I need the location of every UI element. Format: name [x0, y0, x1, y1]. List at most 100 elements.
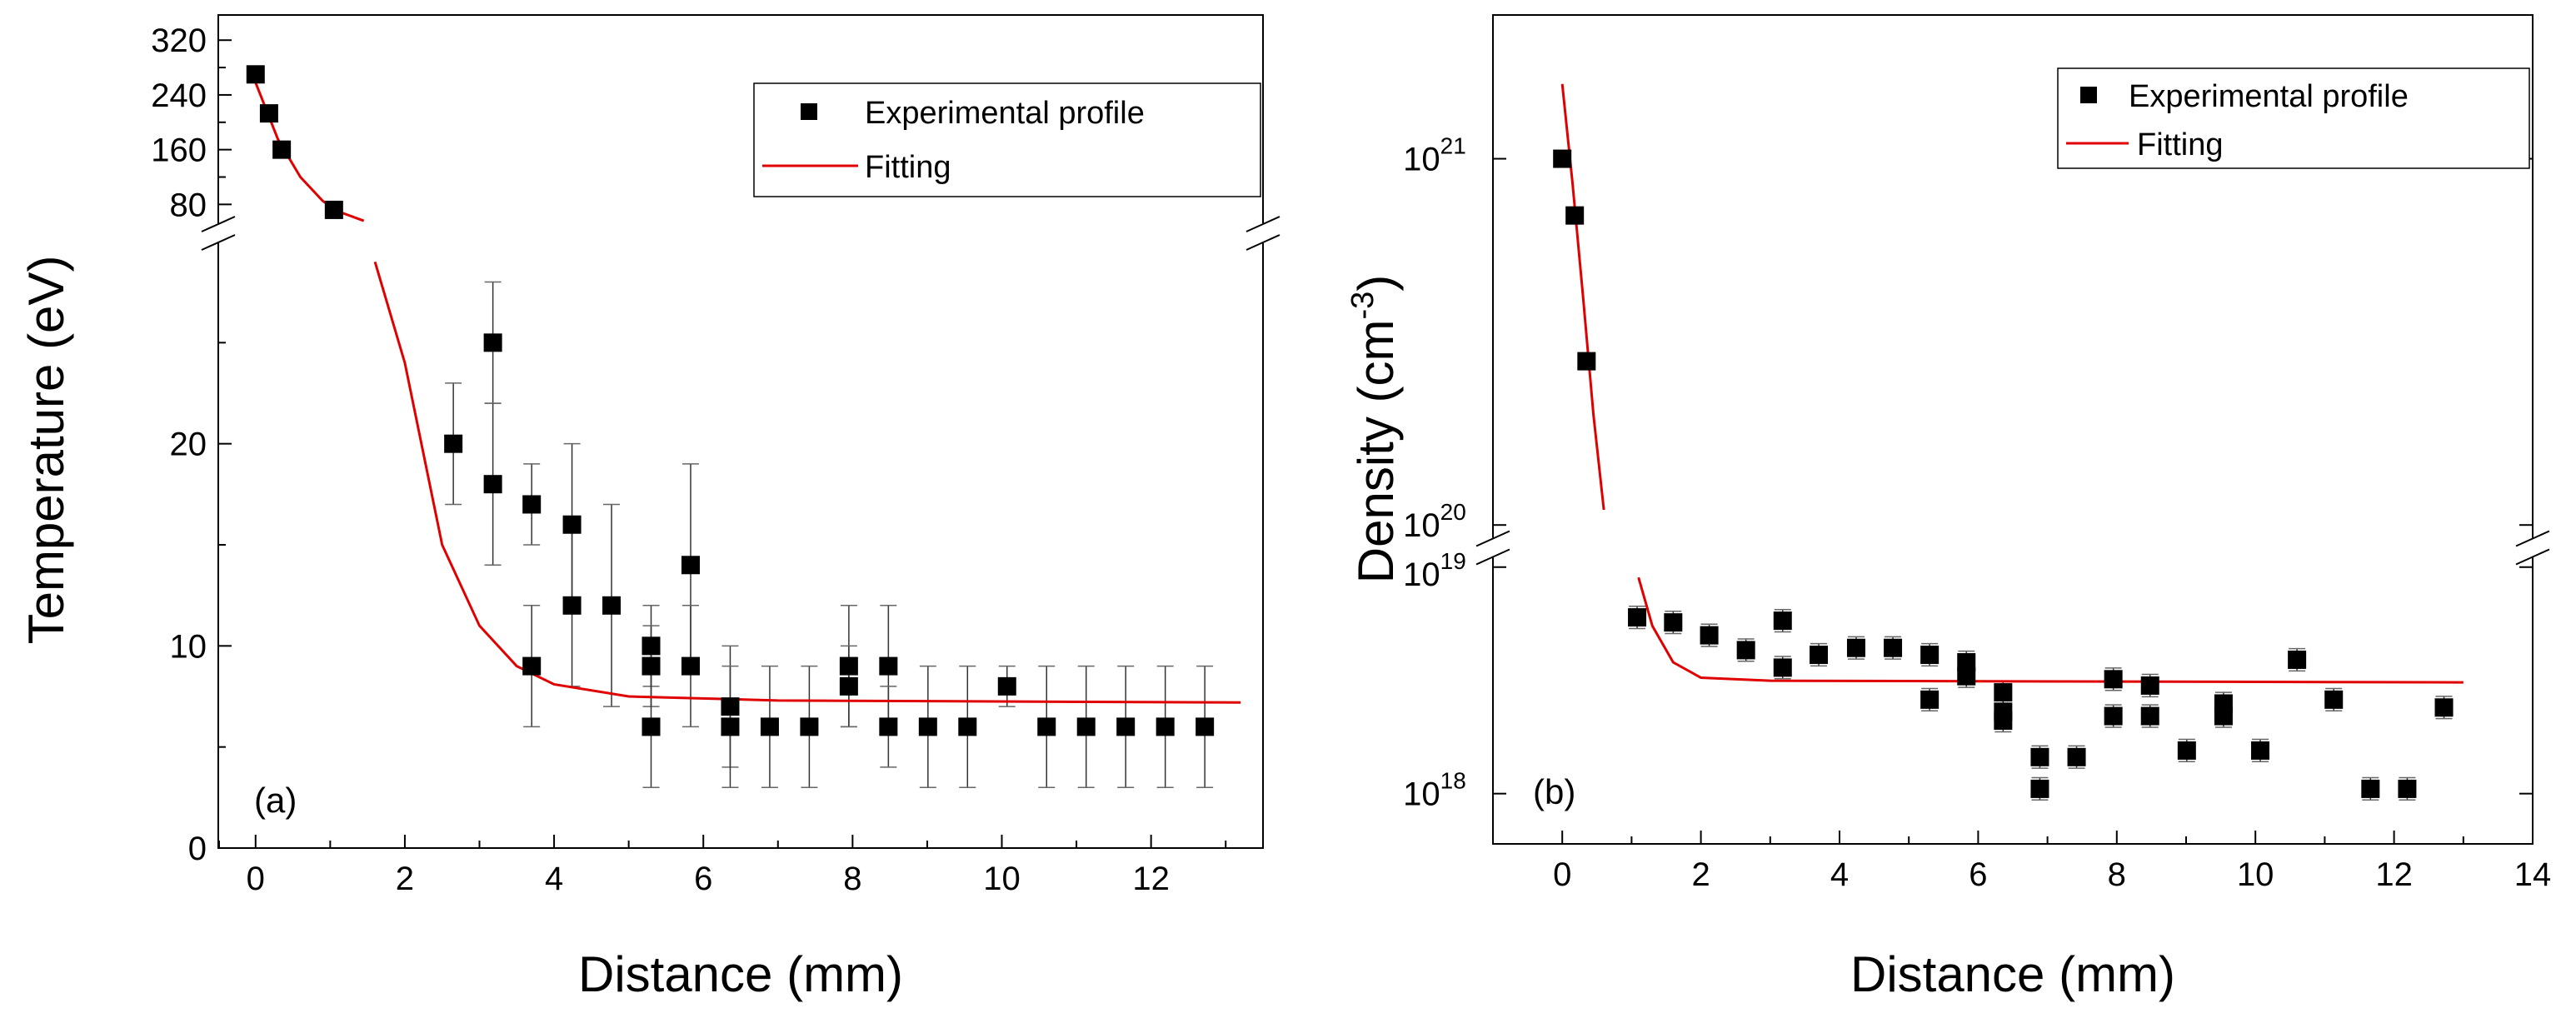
axis-break-mark-a [201, 234, 236, 251]
data-point-b [2140, 676, 2159, 695]
axis-break-gap-b [2516, 537, 2549, 558]
x-tick-label-b: 6 [1969, 856, 1987, 893]
data-point-a [918, 717, 937, 736]
data-point-a [483, 333, 502, 352]
tick-labels-a: 0 2 4 6 8 10 12 80 160 240 320 0 10 20 [151, 22, 1170, 897]
data-point-a [642, 717, 661, 736]
data-point-a [839, 676, 858, 696]
axis-break-gap-a [202, 223, 235, 243]
x-tick-label-a: 0 [247, 861, 265, 897]
fitting-curve-b [1560, 83, 2464, 684]
axis-break-gap-b [1476, 537, 1510, 558]
data-point-b [1577, 352, 1596, 371]
plot-frame-b [1492, 14, 2534, 845]
y-tick-label-b-exp: 21 [1440, 133, 1466, 159]
data-point-a [839, 656, 858, 676]
data-point-a [681, 556, 700, 575]
x-tick-label-a: 10 [983, 861, 1021, 897]
data-point-b [2361, 779, 2380, 798]
data-point-a [562, 596, 582, 615]
y-tick-label-a: 160 [151, 132, 207, 169]
data-point-a [997, 676, 1016, 696]
data-point-b [1553, 149, 1572, 168]
data-point-a [444, 434, 463, 453]
y-axis-title-b-close: ) [1348, 275, 1404, 292]
y-tick-label-b: 1018 [1403, 768, 1466, 813]
y-tick-label-a: 240 [151, 77, 207, 114]
y-tick-label-b-base: 10 [1403, 776, 1440, 813]
legend-label-fitting-a: Fitting [865, 150, 951, 185]
x-tick-label-b: 8 [2108, 856, 2126, 893]
data-point-b [2251, 741, 2270, 760]
y-tick-label-a: 0 [188, 831, 207, 867]
data-point-b [1700, 626, 1719, 645]
data-point-a [721, 717, 740, 736]
legend-label-fitting-b: Fitting [2137, 127, 2223, 162]
data-point-a [879, 656, 898, 676]
data-point-b [2104, 706, 2123, 726]
data-point-a [642, 636, 661, 656]
y-tick-label-a: 20 [170, 427, 207, 463]
panel-label-b: (b) [1533, 772, 1575, 811]
data-point-a [1037, 717, 1056, 736]
legend-label-experimental-a: Experimental profile [865, 96, 1145, 131]
data-point-b [1628, 608, 1647, 627]
x-tick-label-a: 2 [396, 861, 414, 897]
data-point-b [1884, 638, 1903, 657]
data-point-b [2434, 698, 2454, 717]
x-tick-label-a: 8 [843, 861, 861, 897]
data-point-a [879, 717, 898, 736]
axis-break-marks-a [201, 216, 1281, 251]
data-point-b [1920, 646, 1939, 665]
legend-frame-b [2057, 67, 2530, 169]
y-tick-label-b-exp: 18 [1440, 768, 1466, 794]
data-point-a [681, 656, 700, 676]
data-point-b [2030, 747, 2049, 766]
data-point-a [483, 475, 502, 494]
data-point-b [1810, 646, 1829, 665]
data-point-a [522, 495, 542, 514]
x-tick-label-b: 2 [1691, 856, 1710, 893]
data-point-b [1920, 690, 1939, 709]
data-point-b [1957, 666, 1976, 686]
data-point-b [2030, 779, 2049, 798]
data-point-b [1994, 711, 2013, 731]
data-point-a [1156, 717, 1175, 736]
data-point-b [1957, 653, 1976, 672]
data-point-b [1773, 611, 1792, 631]
data-point-b [1736, 641, 1755, 660]
data-point-b [1773, 658, 1792, 677]
axis-break-mark-a [1246, 216, 1281, 232]
x-tick-label-b: 4 [1830, 856, 1849, 893]
x-axis-title-a: Distance (mm) [578, 946, 903, 1002]
data-point-b [1565, 206, 1585, 225]
axis-break-mark-a [1246, 234, 1281, 251]
panel-label-a: (a) [254, 781, 297, 820]
data-point-b [2140, 706, 2159, 726]
fitting-curve-segment-a [373, 261, 1241, 704]
data-point-b [1664, 613, 1683, 632]
axis-ticks-a [218, 39, 1227, 849]
legend-frame-a [753, 82, 1261, 197]
y-axis-title-b-main: Density (cm [1348, 320, 1404, 584]
fitting-curve-segment-b [1560, 83, 1605, 511]
data-point-a [958, 717, 977, 736]
axis-break-mark-b [1475, 530, 1510, 547]
y-axis-title-a: Temperature (eV) [18, 256, 74, 645]
y-tick-label-a: 320 [151, 22, 207, 59]
legend-a: Experimental profile Fitting [753, 82, 1261, 197]
data-point-a [1116, 717, 1136, 736]
data-point-a [272, 140, 292, 159]
legend-marker-a [801, 103, 817, 120]
x-tick-label-a: 6 [694, 861, 712, 897]
data-point-a [721, 697, 740, 716]
data-point-b [2214, 706, 2233, 726]
data-points-a [246, 65, 1215, 736]
data-point-a [522, 656, 542, 676]
data-point-a [324, 200, 343, 219]
data-point-a [642, 656, 661, 676]
axis-break-mark-a [201, 216, 236, 232]
y-tick-label-b-exp: 20 [1440, 499, 1466, 525]
fitting-curve-segment-b [1637, 576, 2464, 684]
